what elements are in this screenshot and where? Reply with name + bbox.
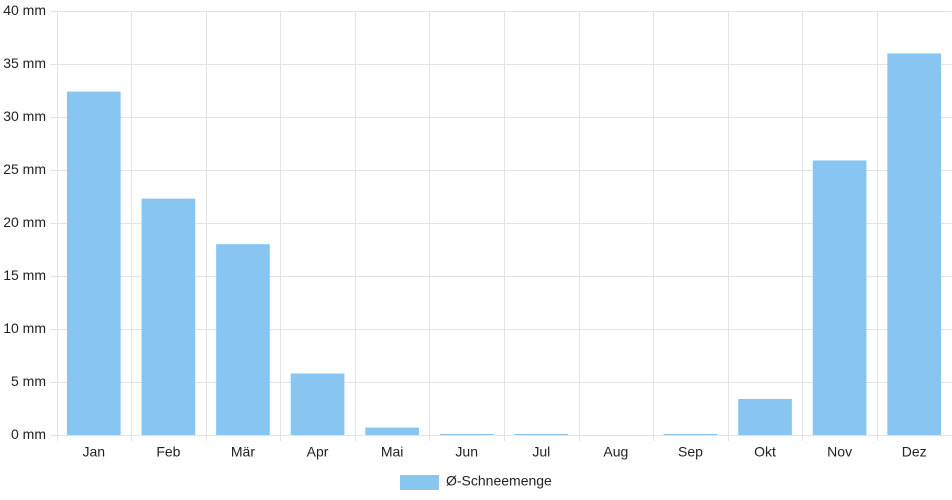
- x-tick-label: Dez: [902, 444, 927, 460]
- bar: [439, 433, 494, 435]
- bar: [66, 91, 121, 435]
- bar: [514, 433, 569, 435]
- bar: [663, 433, 718, 435]
- y-tick-label: 25 mm: [3, 161, 46, 177]
- bar: [141, 198, 196, 435]
- y-tick-label: 15 mm: [3, 267, 46, 283]
- x-tick-label: Jan: [83, 444, 106, 460]
- bar: [290, 373, 345, 435]
- y-tick-label: 20 mm: [3, 214, 46, 230]
- y-tick-label: 5 mm: [11, 373, 46, 389]
- bar: [887, 53, 942, 436]
- bar: [216, 244, 270, 435]
- y-tick-label: 10 mm: [3, 320, 46, 336]
- x-tick-label: Feb: [156, 444, 180, 460]
- bar: [812, 160, 867, 435]
- x-tick-label: Jun: [455, 444, 478, 460]
- y-tick-label: 35 mm: [3, 55, 46, 71]
- x-tick-label: Mär: [231, 444, 255, 460]
- y-tick-label: 0 mm: [11, 426, 46, 442]
- x-tick-label: Aug: [603, 444, 628, 460]
- legend-label: Ø-Schneemenge: [446, 473, 552, 489]
- y-tick-label: 40 mm: [3, 2, 46, 18]
- x-tick-label: Apr: [307, 444, 329, 460]
- x-tick-label: Mai: [381, 444, 404, 460]
- x-tick-label: Nov: [827, 444, 852, 460]
- legend-swatch: [400, 475, 439, 490]
- bar: [738, 398, 792, 435]
- x-tick-label: Sep: [678, 444, 703, 460]
- bar: [365, 427, 419, 435]
- y-tick-label: 30 mm: [3, 108, 46, 124]
- x-tick-label: Okt: [754, 444, 776, 460]
- x-tick-label: Jul: [532, 444, 550, 460]
